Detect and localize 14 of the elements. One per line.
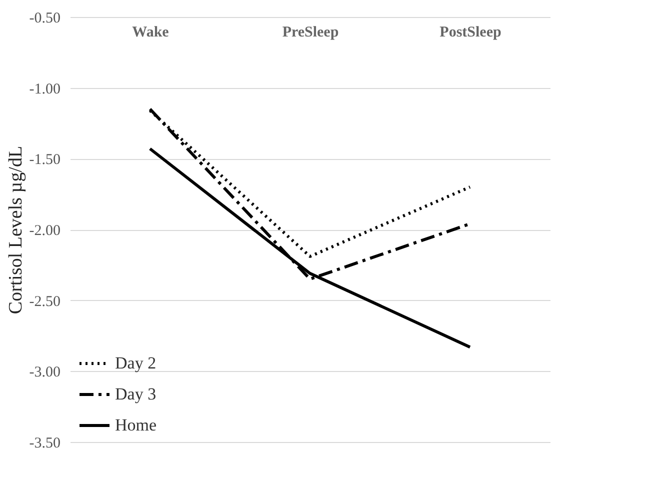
legend-label: Day 2 [115,354,156,372]
y-tick-label: -3.50 [29,436,60,452]
y-tick-label: -0.50 [29,10,60,26]
y-tick-label: -1.50 [29,152,60,168]
y-tick-label: -1.00 [29,81,60,98]
x-tick-label: PreSleep [282,24,339,40]
legend-label: Day 3 [115,384,156,404]
y-axis-title: Cortisol Levels µg/dL [5,146,26,314]
x-tick-label: Wake [132,24,170,40]
y-tick-label: -2.00 [29,223,60,239]
x-tick-label: PostSleep [440,24,502,40]
y-tick-label: -3.00 [29,364,60,381]
legend-label: Home [115,416,157,434]
y-tick-label: -2.50 [29,294,60,310]
